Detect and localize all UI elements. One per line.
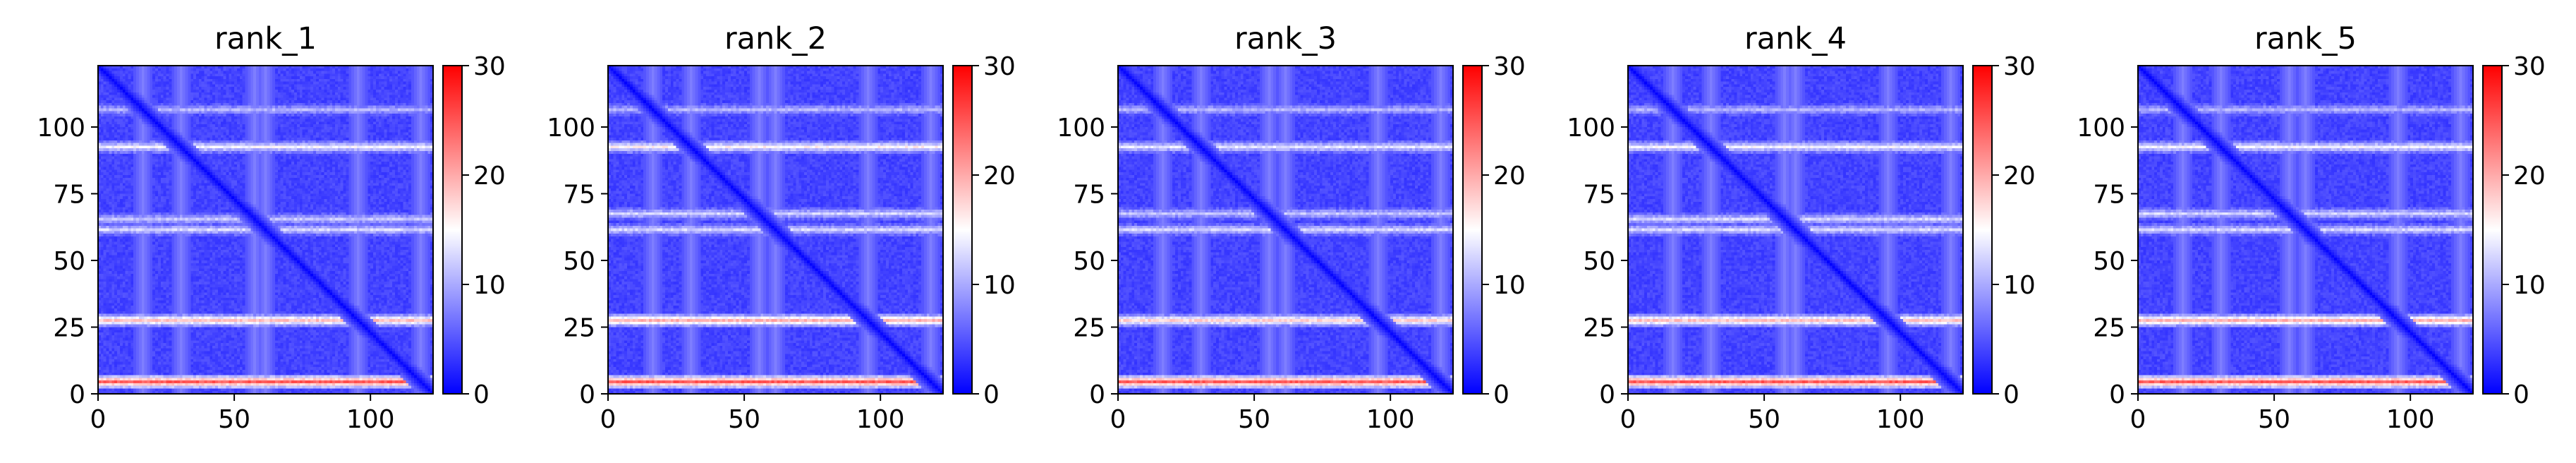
y-tick-label: 25	[1583, 313, 1615, 342]
y-tick-label: 0	[579, 380, 595, 409]
colorbar-tick-label: 30	[2513, 52, 2546, 81]
colorbar-tick-label: 20	[473, 162, 506, 191]
colorbar-tick-label: 10	[1493, 271, 1526, 300]
colorbar-tick-label: 30	[2003, 52, 2036, 81]
panel-title: rank_1	[214, 21, 317, 56]
colorbar-tick-label: 30	[983, 52, 1016, 81]
x-tick-label: 0	[1110, 405, 1126, 434]
y-tick-label: 25	[1073, 313, 1105, 342]
x-tick-label: 100	[1876, 405, 1925, 434]
x-tick-label: 0	[600, 405, 616, 434]
colorbar-tick-label: 30	[1493, 52, 1526, 81]
colorbar	[1972, 65, 1993, 395]
y-tick-label: 0	[1599, 380, 1615, 409]
heatmap-panel-5: rank_5 0 50 100 0 25 50 75 100 0 10 20 30	[2077, 21, 2546, 434]
y-tick-label: 25	[53, 313, 85, 342]
y-tick-label: 0	[1089, 380, 1105, 409]
y-tick-label: 50	[2093, 247, 2125, 276]
x-tick-label: 100	[1366, 405, 1415, 434]
x-tick-label: 50	[728, 405, 760, 434]
x-tick-label: 50	[1748, 405, 1780, 434]
y-tick-label: 100	[1567, 114, 1615, 143]
x-tick-label: 0	[1620, 405, 1636, 434]
colorbar	[1462, 65, 1483, 395]
panel-title: rank_2	[724, 21, 827, 56]
heatmap-cells	[1118, 66, 1453, 394]
panel-title: rank_5	[2254, 21, 2357, 56]
colorbar-tick-label: 0	[2003, 380, 2019, 409]
plot-frame	[1117, 65, 1454, 395]
plot-frame	[97, 65, 434, 395]
heatmap-cells	[2138, 66, 2473, 394]
colorbar-tick-label: 20	[983, 162, 1016, 191]
y-tick-label: 50	[53, 247, 85, 276]
x-tick-label: 50	[1238, 405, 1270, 434]
heatmap-panel-1: rank_1 0 50 100 0 25 50 75 100 0 10 20 30	[37, 21, 506, 434]
colorbar-tick-label: 0	[1493, 380, 1509, 409]
colorbar-tick-label: 30	[473, 52, 506, 81]
y-tick-label: 75	[563, 180, 595, 209]
colorbar-tick-label: 10	[983, 271, 1016, 300]
y-tick-label: 0	[69, 380, 85, 409]
colorbar-tick-label: 0	[2513, 380, 2529, 409]
colorbar-tick-label: 20	[2513, 162, 2546, 191]
colorbar-tick-label: 20	[2003, 162, 2036, 191]
heatmap-panel-4: rank_4 0 50 100 0 25 50 75 100 0 10 20 30	[1567, 21, 2036, 434]
colorbar	[952, 65, 973, 395]
y-tick-label: 50	[563, 247, 595, 276]
plot-frame	[1627, 65, 1964, 395]
panel-title: rank_4	[1744, 21, 1847, 56]
y-tick-label: 75	[53, 180, 85, 209]
y-tick-label: 25	[563, 313, 595, 342]
y-tick-label: 75	[1073, 180, 1105, 209]
x-tick-label: 0	[2130, 405, 2146, 434]
colorbar	[442, 65, 463, 395]
y-tick-label: 75	[1583, 180, 1615, 209]
x-tick-label: 100	[856, 405, 905, 434]
y-tick-label: 100	[547, 114, 595, 143]
heatmap-cells	[1628, 66, 1963, 394]
panel-title: rank_3	[1234, 21, 1337, 56]
y-tick-label: 100	[2077, 114, 2125, 143]
plot-frame	[2137, 65, 2474, 395]
y-tick-label: 100	[37, 114, 85, 143]
y-tick-label: 50	[1583, 247, 1615, 276]
colorbar-tick-label: 10	[2513, 271, 2546, 300]
y-tick-label: 75	[2093, 180, 2125, 209]
plot-frame	[607, 65, 944, 395]
colorbar-tick-label: 10	[2003, 271, 2036, 300]
heatmap-cells	[608, 66, 943, 394]
heatmap-panel-3: rank_3 0 50 100 0 25 50 75 100 0 10 20 30	[1057, 21, 1526, 434]
x-tick-label: 100	[2386, 405, 2435, 434]
x-tick-label: 50	[218, 405, 250, 434]
y-tick-label: 50	[1073, 247, 1105, 276]
colorbar	[2482, 65, 2503, 395]
x-tick-label: 0	[90, 405, 107, 434]
colorbar-tick-label: 10	[473, 271, 506, 300]
colorbar-tick-label: 20	[1493, 162, 1526, 191]
y-tick-label: 0	[2109, 380, 2125, 409]
colorbar-tick-label: 0	[473, 380, 490, 409]
y-tick-label: 100	[1057, 114, 1105, 143]
x-tick-label: 50	[2258, 405, 2290, 434]
heatmap-panel-2: rank_2 0 50 100 0 25 50 75 100 0 10 20 30	[547, 21, 1016, 434]
heatmap-cells	[98, 66, 433, 394]
x-tick-label: 100	[346, 405, 395, 434]
colorbar-tick-label: 0	[983, 380, 1000, 409]
y-tick-label: 25	[2093, 313, 2125, 342]
